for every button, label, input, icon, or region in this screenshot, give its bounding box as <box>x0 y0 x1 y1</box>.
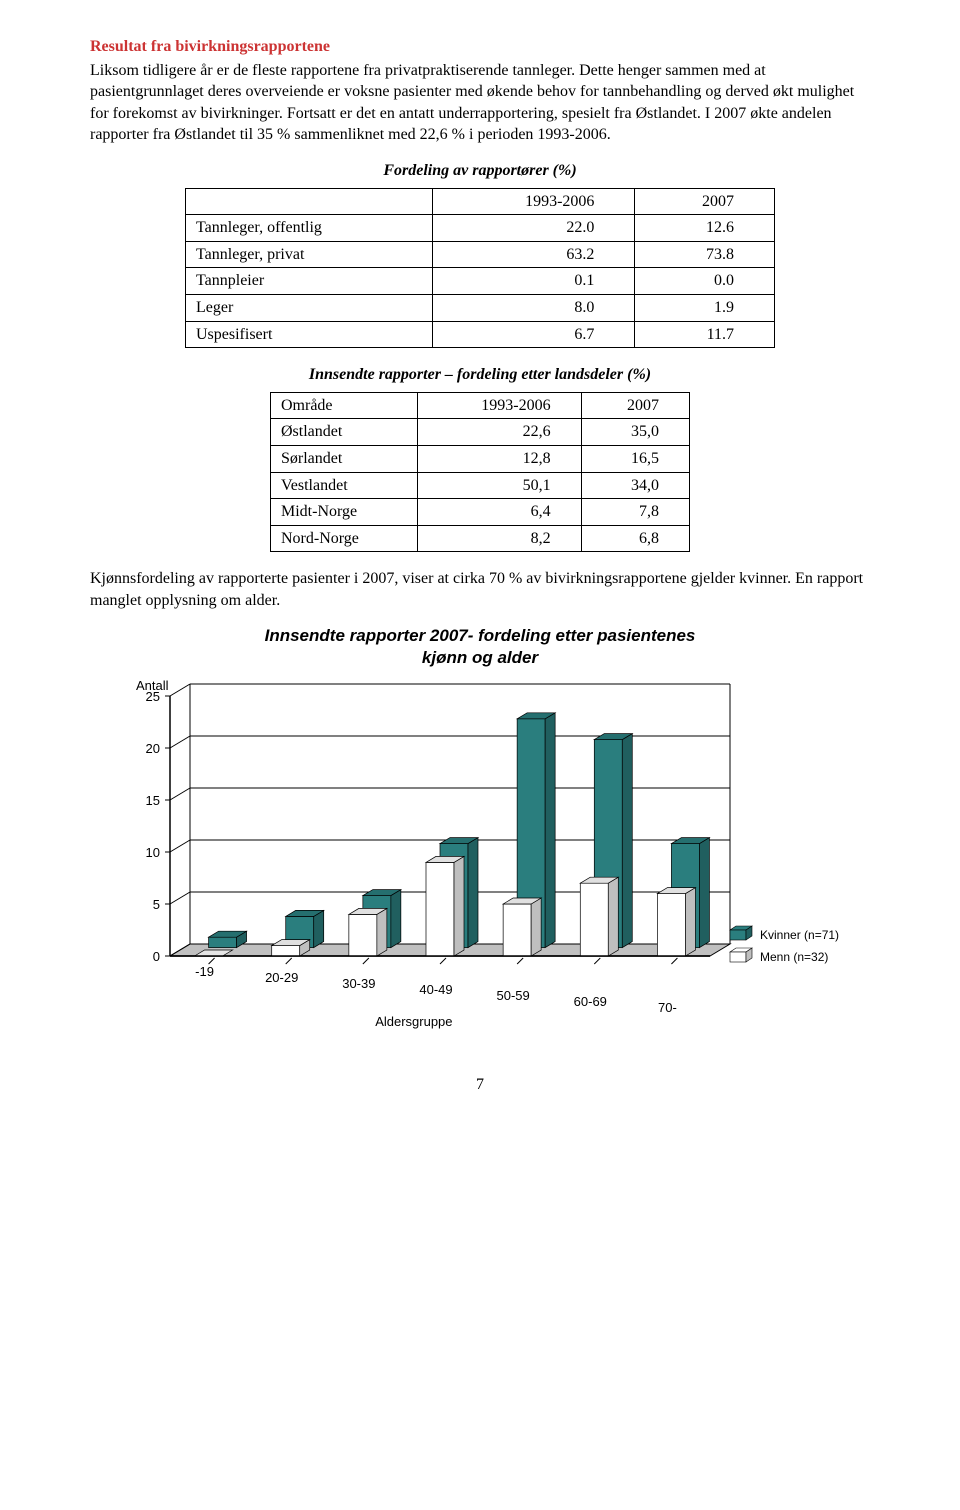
table1-title: Fordeling av rapportører (%) <box>90 160 870 182</box>
table1-h2: 2007 <box>635 188 775 215</box>
table-cell: 12,8 <box>417 445 581 472</box>
table-cell: 0.0 <box>635 268 775 295</box>
table-cell: 11.7 <box>635 321 775 348</box>
table-cell: 16,5 <box>581 445 689 472</box>
table-cell: 6,8 <box>581 525 689 552</box>
svg-text:0: 0 <box>153 949 160 964</box>
svg-text:Antall: Antall <box>136 678 169 693</box>
table-cell: 34,0 <box>581 472 689 499</box>
table-cell: Tannleger, offentlig <box>186 215 433 242</box>
table-reporters: 1993-2006 2007 Tannleger, offentlig22.01… <box>185 188 775 349</box>
section-title: Resultat fra bivirkningsrapportene <box>90 36 870 58</box>
table-cell: Nord-Norge <box>271 525 418 552</box>
svg-text:60-69: 60-69 <box>574 994 607 1009</box>
chart-container: Innsendte rapporter 2007- fordeling ette… <box>90 625 870 1046</box>
table2-h2: 2007 <box>581 392 689 419</box>
chart-title-line1: Innsendte rapporter 2007- fordeling ette… <box>265 626 696 645</box>
table2-title: Innsendte rapporter – fordeling etter la… <box>90 364 870 386</box>
table-cell: 35,0 <box>581 419 689 446</box>
table-cell: Tannleger, privat <box>186 241 433 268</box>
chart-area: 0510152025Antall-1920-2930-3940-4950-596… <box>90 676 870 1046</box>
svg-text:5: 5 <box>153 897 160 912</box>
table-cell: 12.6 <box>635 215 775 242</box>
table-cell: 22,6 <box>417 419 581 446</box>
table-cell: 1.9 <box>635 294 775 321</box>
chart-title: Innsendte rapporter 2007- fordeling ette… <box>90 625 870 668</box>
svg-text:50-59: 50-59 <box>497 988 530 1003</box>
table-regions: Område 1993-2006 2007 Østlandet22,635,0 S… <box>270 392 690 553</box>
table-cell: Midt-Norge <box>271 499 418 526</box>
intro-paragraph: Liksom tidligere år er de fleste rapport… <box>90 60 870 146</box>
table-cell: 22.0 <box>433 215 635 242</box>
table-cell: 0.1 <box>433 268 635 295</box>
table2-h1: 1993-2006 <box>417 392 581 419</box>
table-cell: Østlandet <box>271 419 418 446</box>
svg-text:20: 20 <box>146 741 160 756</box>
svg-text:20-29: 20-29 <box>265 970 298 985</box>
table1-h1: 1993-2006 <box>433 188 635 215</box>
table-cell: 6.7 <box>433 321 635 348</box>
svg-text:Aldersgruppe: Aldersgruppe <box>375 1014 452 1029</box>
svg-text:15: 15 <box>146 793 160 808</box>
svg-text:Kvinner (n=71): Kvinner (n=71) <box>760 928 839 942</box>
svg-text:40-49: 40-49 <box>419 982 452 997</box>
table-cell: 8,2 <box>417 525 581 552</box>
table-cell: 63.2 <box>433 241 635 268</box>
table-cell: 7,8 <box>581 499 689 526</box>
table-cell: 50,1 <box>417 472 581 499</box>
svg-text:-19: -19 <box>195 964 214 979</box>
table-cell: Sørlandet <box>271 445 418 472</box>
table-cell: 73.8 <box>635 241 775 268</box>
svg-text:Menn (n=32): Menn (n=32) <box>760 950 828 964</box>
svg-text:10: 10 <box>146 845 160 860</box>
gender-paragraph: Kjønnsfordeling av rapporterte pasienter… <box>90 568 870 611</box>
table-cell: Leger <box>186 294 433 321</box>
table-cell: 8.0 <box>433 294 635 321</box>
table-cell: Vestlandet <box>271 472 418 499</box>
svg-text:30-39: 30-39 <box>342 976 375 991</box>
table2-h0: Område <box>271 392 418 419</box>
table-cell: 6,4 <box>417 499 581 526</box>
chart-title-line2: kjønn og alder <box>422 648 538 667</box>
bar-chart-svg: 0510152025Antall-1920-2930-3940-4950-596… <box>90 676 870 1046</box>
table1-h0 <box>186 188 433 215</box>
page-number: 7 <box>90 1074 870 1096</box>
table-cell: Tannpleier <box>186 268 433 295</box>
table-cell: Uspesifisert <box>186 321 433 348</box>
svg-text:70-: 70- <box>658 1000 677 1015</box>
